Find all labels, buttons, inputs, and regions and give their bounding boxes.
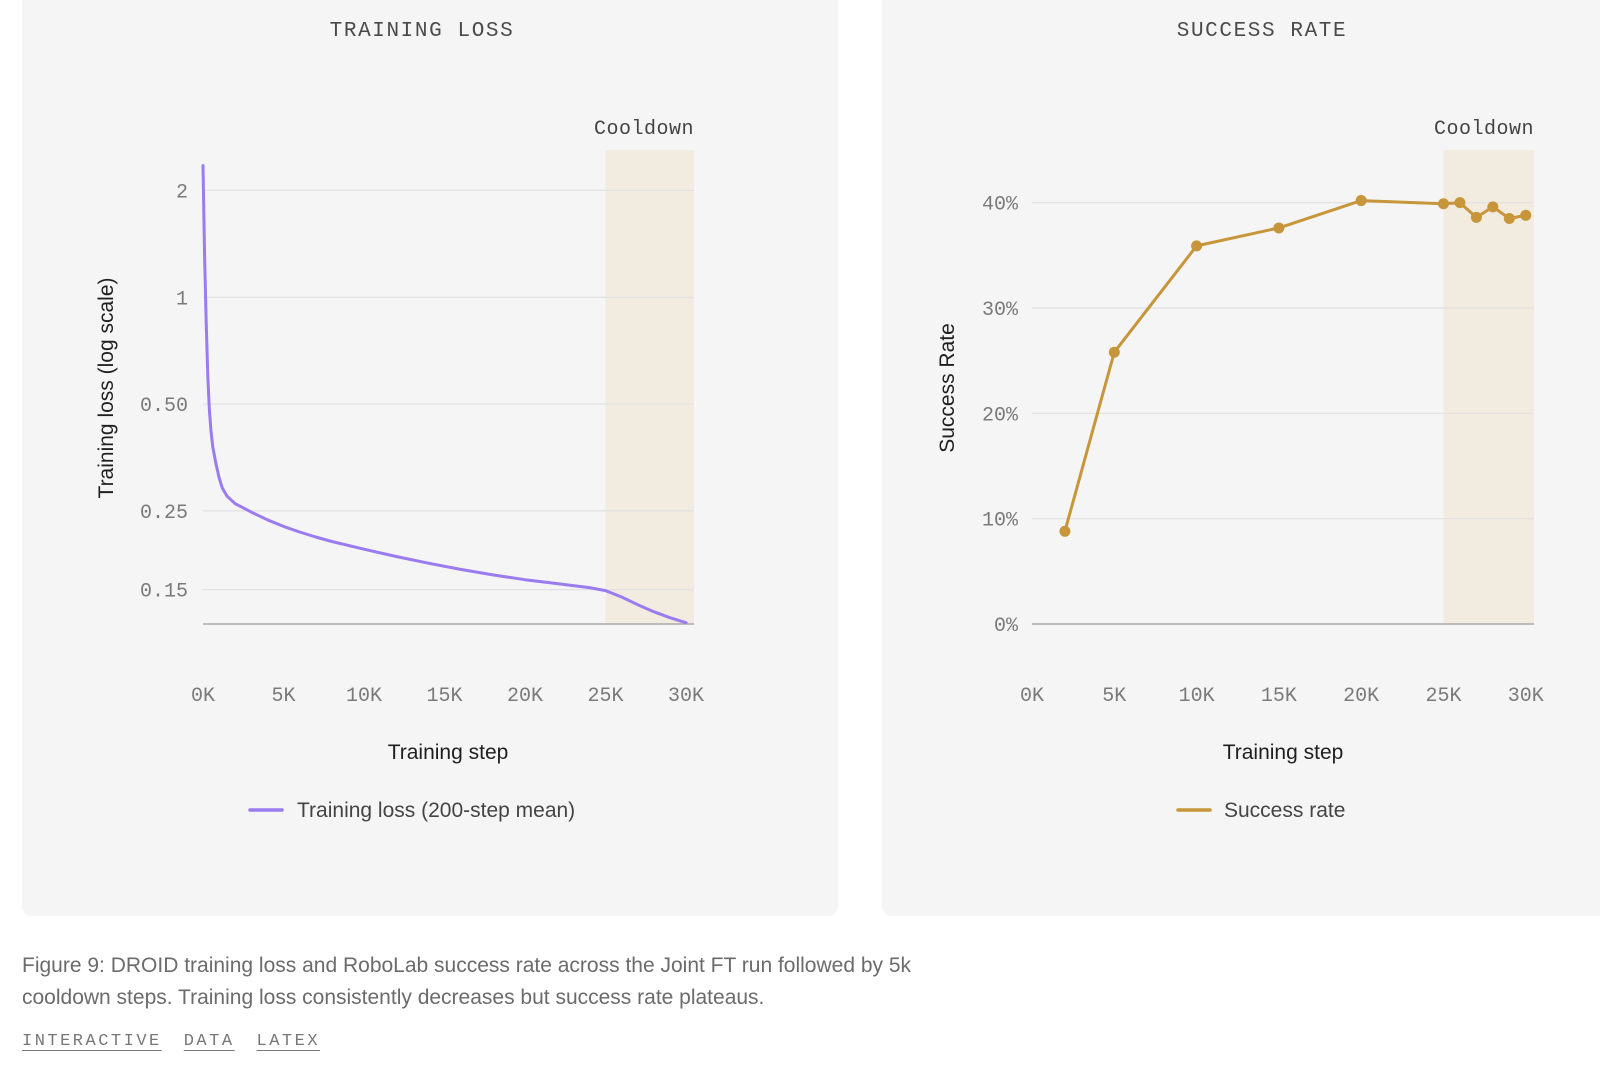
- y-tick-label: 0.15: [140, 581, 188, 604]
- cooldown-label: Cooldown: [594, 118, 694, 141]
- x-tick-label: 0K: [191, 685, 215, 708]
- x-tick-label: 5K: [1102, 685, 1126, 708]
- data-point: [1520, 209, 1532, 221]
- x-tick-label: 10K: [346, 685, 382, 708]
- data-link[interactable]: DATA: [183, 1032, 235, 1051]
- chart-title: TRAINING LOSS: [330, 20, 515, 43]
- legend-label: Training loss (200-step mean): [297, 799, 575, 822]
- figure-caption: Figure 9: DROID training loss and RoboLa…: [22, 954, 912, 1009]
- y-axis-title: Training loss (log scale): [95, 278, 118, 499]
- data-point: [1503, 212, 1515, 224]
- x-tick-label: 10K: [1179, 685, 1215, 708]
- success-rate-panel: SUCCESS RATE Cooldown 40% 30% 20% 10% 0% 0K 5…: [882, 0, 1600, 916]
- figure-links: INTERACTIVE DATA LATEX: [22, 1032, 320, 1051]
- x-axis-title: Training step: [1223, 741, 1344, 764]
- x-tick-label: 20K: [1343, 685, 1379, 708]
- data-point: [1191, 240, 1203, 252]
- chart-title: SUCCESS RATE: [1177, 20, 1347, 43]
- legend[interactable]: Success rate: [1176, 799, 1345, 822]
- data-point: [1059, 525, 1071, 537]
- x-tick-label: 25K: [1425, 685, 1461, 708]
- x-tick-label: 20K: [507, 685, 543, 708]
- y-tick-label: 10%: [982, 510, 1019, 533]
- x-tick-label: 30K: [1508, 685, 1544, 708]
- success-rate-chart[interactable]: SUCCESS RATE Cooldown 40% 30% 20% 10% 0% 0K 5…: [882, 0, 1600, 916]
- data-point: [1454, 197, 1466, 209]
- series-line: [201, 164, 688, 625]
- y-tick-label: 1: [176, 288, 188, 311]
- y-tick-label: 40%: [982, 194, 1019, 217]
- data-point: [1487, 201, 1499, 213]
- training-loss-chart[interactable]: TRAINING LOSS Cooldown 2 1 0.50 0.25 0.15 0K…: [22, 0, 838, 916]
- y-tick-label: 30%: [982, 299, 1019, 322]
- x-tick-label: 30K: [668, 685, 704, 708]
- data-point: [1437, 198, 1449, 210]
- x-axis-title: Training step: [388, 741, 509, 764]
- series-layer: [1059, 195, 1532, 537]
- series-layer: [201, 164, 688, 625]
- legend[interactable]: Training loss (200-step mean): [248, 799, 575, 822]
- x-tick-labels: 0K 5K 10K 15K 20K 25K 30K: [191, 685, 704, 708]
- y-tick-labels: 40% 30% 20% 10% 0%: [982, 194, 1019, 638]
- y-tick-label: 20%: [982, 404, 1019, 427]
- legend-label: Success rate: [1224, 799, 1345, 822]
- y-tick-label: 0.25: [140, 502, 188, 525]
- x-tick-label: 25K: [587, 685, 623, 708]
- y-tick-label: 2: [176, 181, 188, 204]
- x-tick-labels: 0K 5K 10K 15K 20K 25K 30K: [1020, 685, 1544, 708]
- cooldown-band: [1443, 150, 1534, 624]
- training-loss-panel: TRAINING LOSS Cooldown 2 1 0.50 0.25 0.15 0K…: [22, 0, 838, 916]
- y-axis-title: Success Rate: [936, 323, 959, 453]
- x-tick-label: 15K: [1261, 685, 1297, 708]
- x-tick-label: 15K: [426, 685, 462, 708]
- x-tick-label: 5K: [271, 685, 295, 708]
- y-tick-label: 0.50: [140, 395, 188, 418]
- data-point: [1108, 346, 1120, 358]
- y-tick-label: 0%: [994, 615, 1019, 638]
- latex-link[interactable]: LATEX: [256, 1032, 321, 1051]
- cooldown-label: Cooldown: [1434, 118, 1534, 141]
- data-point: [1273, 222, 1285, 234]
- data-point: [1355, 195, 1367, 207]
- cooldown-band: [605, 150, 694, 624]
- y-grid: [203, 189, 694, 591]
- interactive-link[interactable]: INTERACTIVE: [22, 1032, 162, 1051]
- data-point: [1470, 211, 1482, 223]
- y-tick-labels: 2 1 0.50 0.25 0.15: [140, 181, 188, 603]
- x-tick-label: 0K: [1020, 685, 1044, 708]
